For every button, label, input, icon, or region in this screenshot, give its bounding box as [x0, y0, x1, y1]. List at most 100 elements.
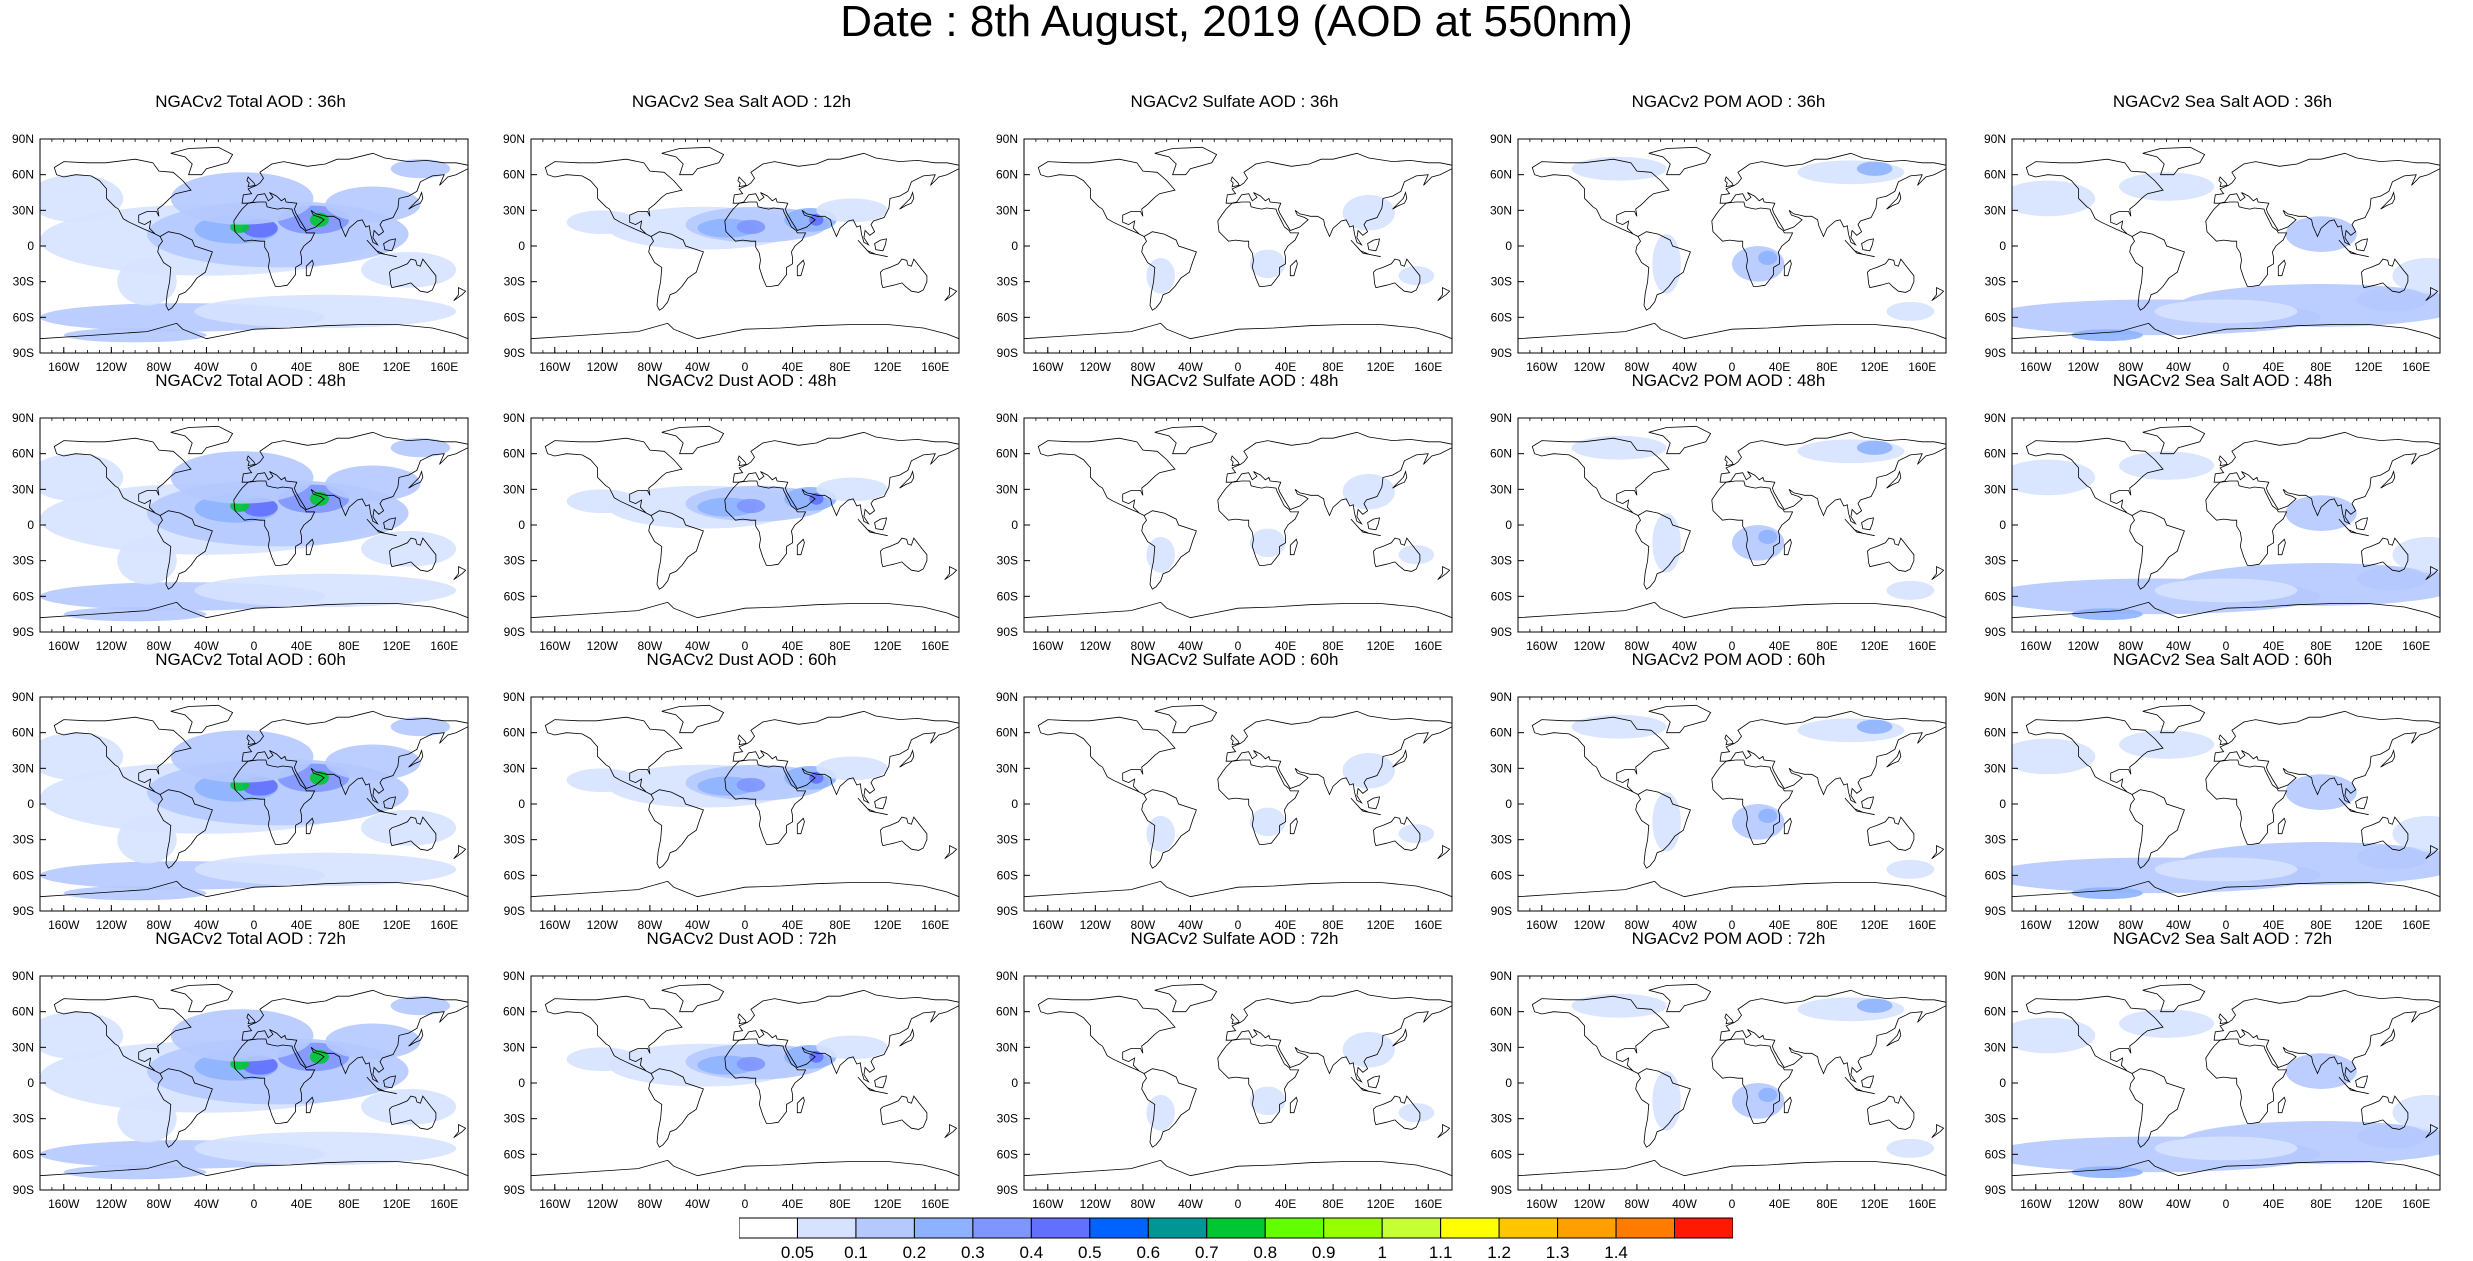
- lon-tick-label: 40E: [1769, 1197, 1790, 1211]
- coastline-eurasia: [241, 152, 468, 246]
- lat-tick-label: 60N: [503, 168, 525, 182]
- lat-tick-label: 60S: [13, 1147, 34, 1161]
- coastline-borneo: [383, 1075, 397, 1089]
- colorbar-swatch: [1323, 1217, 1383, 1239]
- lon-tick-label: 40W: [685, 639, 710, 653]
- lat-tick-label: 30N: [1984, 203, 2006, 217]
- aod-blob: [1886, 1138, 1935, 1158]
- aod-blob: [816, 477, 888, 502]
- map-panel: NGACv2 Sea Salt AOD : 12h 90N 60N 30N 0 30S 60…: [491, 92, 992, 379]
- coastline-eurasia: [1225, 431, 1452, 525]
- coastline-antarcticaLine: [1024, 1159, 1452, 1177]
- lat-tick-label: 90N: [503, 132, 525, 146]
- lon-tick-label: 120W: [587, 918, 619, 932]
- aod-blob: [1342, 194, 1395, 231]
- coastline-madagascar: [1783, 538, 1792, 556]
- lon-tick-label: 160E: [2402, 1197, 2430, 1211]
- lon-tick-label: 40W: [685, 360, 710, 374]
- lon-tick-label: 160E: [921, 918, 949, 932]
- lat-tick-label: 90S: [13, 904, 34, 918]
- aod-blob: [1758, 529, 1778, 545]
- coastline-japan: [1886, 470, 1902, 489]
- aod-blob: [309, 1049, 329, 1064]
- coastline-australia: [1373, 537, 1421, 572]
- aod-blob: [2154, 857, 2298, 882]
- coastline-greatBritain: [1724, 734, 1734, 746]
- aod-blob: [2154, 578, 2298, 603]
- aod-blob: [736, 1056, 766, 1072]
- lat-tick-label: 60S: [13, 589, 34, 603]
- lat-tick-label: 90N: [1490, 690, 1512, 704]
- lon-tick-label: 0: [742, 1197, 749, 1211]
- panel-title: NGACv2 Sulfate AOD : 60h: [1130, 650, 1339, 669]
- lon-tick-label: 40E: [782, 639, 803, 653]
- coastline-northAmerica: [2025, 437, 2164, 516]
- aod-blob: [1342, 1031, 1395, 1068]
- lon-tick-label: 80E: [338, 918, 359, 932]
- lon-tick-label: 40W: [1672, 918, 1697, 932]
- coastline-madagascar: [1783, 1096, 1792, 1114]
- coastline-madagascar: [305, 538, 314, 556]
- aod-blob: [2012, 180, 2096, 217]
- lat-tick-label: 90S: [997, 1183, 1018, 1197]
- aod-field: [531, 704, 959, 898]
- lon-tick-label: 120W: [1574, 639, 1606, 653]
- coastline-antarcticaLine: [2012, 601, 2440, 619]
- lat-tick-label: 90N: [12, 690, 34, 704]
- coastline-africa: [233, 1038, 316, 1124]
- coastline-africa: [1711, 759, 1794, 845]
- colorbar-swatch: [1674, 1217, 1733, 1239]
- aod-blob: [1249, 249, 1286, 279]
- lon-tick-label: 80W: [1625, 639, 1650, 653]
- map-frame: [1023, 696, 1453, 912]
- aod-blob: [1652, 234, 1681, 294]
- colorbar-swatch: [1615, 1217, 1676, 1239]
- lon-tick-label: 40W: [2166, 360, 2191, 374]
- coastline-antarcticaLine: [1518, 880, 1946, 898]
- coastline-northAmerica: [1531, 716, 1670, 795]
- lat-tick-label: 0: [1011, 518, 1018, 532]
- aod-blob: [1146, 536, 1175, 573]
- aod-blob: [2392, 815, 2440, 852]
- lon-tick-label: 160E: [1908, 360, 1936, 374]
- lon-tick-label: 0: [2223, 639, 2230, 653]
- aod-field: [40, 146, 468, 343]
- coastline-southAmerica: [648, 1068, 704, 1148]
- lon-tick-label: 120W: [2068, 1197, 2100, 1211]
- aod-blob: [63, 886, 207, 901]
- coastline-japan: [1886, 749, 1902, 768]
- lon-tick-label: 80W: [147, 639, 172, 653]
- lon-tick-label: 80E: [1816, 360, 1837, 374]
- coastline-antarcticaLine: [1518, 1159, 1946, 1177]
- lon-tick-label: 80W: [2119, 1197, 2144, 1211]
- aod-blob: [2119, 172, 2215, 201]
- coastline-greenland: [1648, 983, 1712, 1013]
- lon-tick-label: 120E: [874, 918, 902, 932]
- lon-tick-label: 0: [742, 918, 749, 932]
- coastline-newZealand: [2425, 286, 2439, 302]
- aod-blob: [2012, 459, 2096, 496]
- lon-tick-label: 160W: [539, 1197, 571, 1211]
- coastline-newZealand: [453, 844, 467, 860]
- coastline-greatBritain: [1230, 734, 1240, 746]
- aod-blob: [2392, 1094, 2440, 1131]
- lon-tick-label: 120E: [383, 918, 411, 932]
- aod-blob: [63, 607, 207, 622]
- lat-tick-label: 0: [1505, 797, 1512, 811]
- coastline-indonesia: [1350, 239, 1381, 258]
- coastline-southAmerica: [2129, 510, 2185, 590]
- lat-tick-label: 60N: [1490, 726, 1512, 740]
- lon-tick-label: 0: [2223, 918, 2230, 932]
- lon-tick-label: 160W: [1526, 1197, 1558, 1211]
- coastline-greatBritain: [1724, 176, 1734, 188]
- coastline-southAmerica: [1141, 231, 1197, 311]
- colorbar-label: 1.4: [1604, 1243, 1628, 1261]
- panel-title: NGACv2 POM AOD : 60h: [1631, 650, 1826, 669]
- world-map: 90N 60N 30N 0 30S 60S 90S 160W 120W 80W 40W 0 40E 80E…: [996, 411, 1453, 653]
- coastline-southAmerica: [2129, 789, 2185, 869]
- coastline-borneo: [2355, 796, 2369, 810]
- coastline-indonesia: [2338, 518, 2369, 537]
- coastline-africa: [1217, 201, 1300, 287]
- coastline-australia: [1867, 537, 1915, 572]
- coastline-eurasia: [241, 710, 468, 804]
